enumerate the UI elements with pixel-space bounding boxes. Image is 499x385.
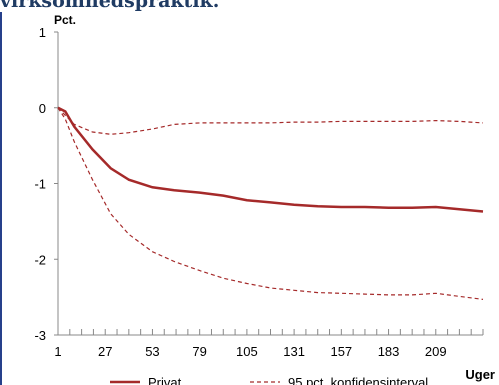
y-tick-label: -1 (34, 177, 46, 192)
y-tick-label: -3 (34, 328, 46, 343)
page-heading: virksomhedspraktik. (0, 0, 220, 12)
y-axis-title: Pct. (54, 13, 76, 27)
series-line-confidence-1 (57, 107, 484, 135)
chart-series (57, 106, 484, 300)
x-tick-label: 79 (192, 344, 206, 359)
chart-axes (54, 31, 484, 336)
x-axis-title: Uger (465, 367, 495, 382)
x-tick-label: 131 (283, 344, 305, 359)
y-tick-label: 1 (39, 25, 46, 40)
legend-label: Privat (148, 375, 182, 385)
chart-legend: Privat 95 pct. konfidensinterval (110, 375, 428, 385)
series-line-confidence-2 (57, 107, 484, 300)
x-tick-label: 27 (98, 344, 112, 359)
x-tick-label: 1 (54, 344, 61, 359)
legend-label: 95 pct. konfidensinterval (288, 375, 428, 385)
x-tick-label: 209 (425, 344, 447, 359)
x-tick-label: 183 (378, 344, 400, 359)
left-border-rule (0, 12, 2, 385)
y-tick-label: -2 (34, 252, 46, 267)
x-tick-label: 53 (145, 344, 159, 359)
x-tick-label: 157 (330, 344, 352, 359)
x-tick-label: 105 (236, 344, 258, 359)
chart-labels: 1 0 -1 -2 -3 1 27 53 79 105 131 157 183 209 Pct. Uger (34, 13, 495, 382)
series-line-privat (57, 106, 484, 213)
y-tick-label: 0 (39, 101, 46, 116)
